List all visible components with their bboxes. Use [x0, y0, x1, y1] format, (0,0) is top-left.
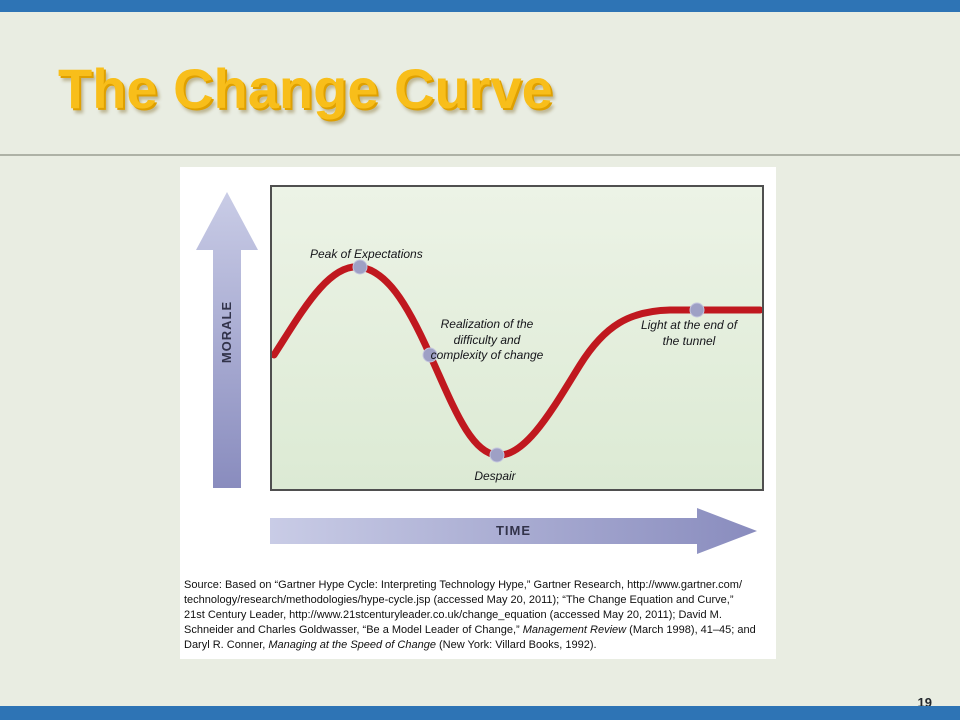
- curve-point-realization: [422, 347, 438, 363]
- right-arrow-svg: [270, 508, 757, 554]
- curve-point-light: [689, 302, 705, 318]
- source-citation: Source: Based on “Gartner Hype Cycle: In…: [184, 578, 774, 653]
- title-divider: [0, 154, 960, 156]
- annotation-despair: Despair: [474, 469, 516, 483]
- bottom-accent-bar: [0, 706, 960, 720]
- curve-point-peak: [352, 259, 368, 275]
- source-line-1: Source: Based on “Gartner Hype Cycle: In…: [184, 579, 743, 591]
- x-axis-label: TIME: [495, 523, 532, 538]
- source-line-5: Daryl R. Conner, Managing at the Speed o…: [184, 639, 597, 651]
- source-line-4: Schneider and Charles Goldwasser, “Be a …: [184, 624, 756, 636]
- plot-area: Peak of Expectations Realization of the …: [270, 185, 764, 491]
- annotation-peak-of-expectations: Peak of Expectations: [310, 247, 423, 261]
- source-line-3: 21st Century Leader, http://www.21stcent…: [184, 609, 722, 621]
- slide-title: The Change Curve: [58, 57, 553, 120]
- up-arrow-svg: [196, 192, 258, 488]
- x-axis-arrow: TIME: [270, 508, 757, 554]
- curve-point-despair: [489, 447, 505, 463]
- source-line-2: technology/research/methodologies/hype-c…: [184, 594, 734, 606]
- annotation-realization: Realization of the difficulty and comple…: [430, 317, 544, 363]
- top-accent-bar: [0, 0, 960, 12]
- up-arrow-shape: [196, 192, 258, 488]
- y-axis-label: MORALE: [219, 300, 234, 364]
- annotation-light-at-end: Light at the end of the tunnel: [640, 318, 738, 348]
- chart-panel: MORALE Peak of Expectations Realization …: [180, 167, 776, 659]
- right-arrow-shape: [270, 508, 757, 554]
- y-axis-arrow: [196, 192, 258, 488]
- change-curve-svg: [272, 259, 762, 463]
- change-curve-line: [272, 263, 762, 459]
